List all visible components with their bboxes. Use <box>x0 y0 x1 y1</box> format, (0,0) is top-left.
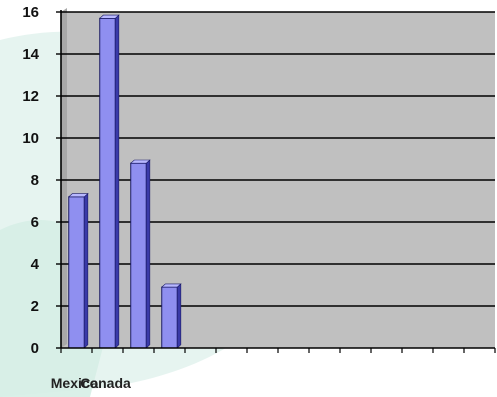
bar-front <box>68 196 85 349</box>
bar <box>67 192 89 349</box>
bar-top <box>67 193 89 198</box>
bars <box>67 14 182 349</box>
y-tick-label: 4 <box>31 256 40 273</box>
x-category-label: Canada <box>80 375 131 391</box>
y-tick-label: 0 <box>31 340 39 357</box>
y-tick-label: 10 <box>22 130 39 147</box>
plot-area <box>61 8 495 348</box>
bar-side <box>114 14 120 349</box>
y-tick-label: 14 <box>22 46 39 63</box>
bar-top <box>129 159 151 164</box>
bar-side <box>145 159 151 349</box>
bar-front <box>161 286 178 349</box>
bar-front <box>130 162 147 349</box>
bar-side <box>176 283 182 349</box>
bar-top <box>98 14 120 19</box>
y-tick-label: 6 <box>31 214 39 231</box>
axes <box>56 10 496 353</box>
bar-front <box>99 17 116 349</box>
bar <box>98 14 120 349</box>
y-tick-label: 16 <box>22 4 39 21</box>
bar-side <box>83 192 89 349</box>
bar-top <box>160 283 182 288</box>
y-tick-label: 8 <box>31 172 39 189</box>
plot-side-wall <box>61 8 67 348</box>
bar <box>129 159 151 349</box>
y-tick-label: 2 <box>31 298 39 315</box>
bar <box>160 283 182 349</box>
x-category-label: Mexico <box>51 375 98 391</box>
y-tick-label: 12 <box>22 88 39 105</box>
